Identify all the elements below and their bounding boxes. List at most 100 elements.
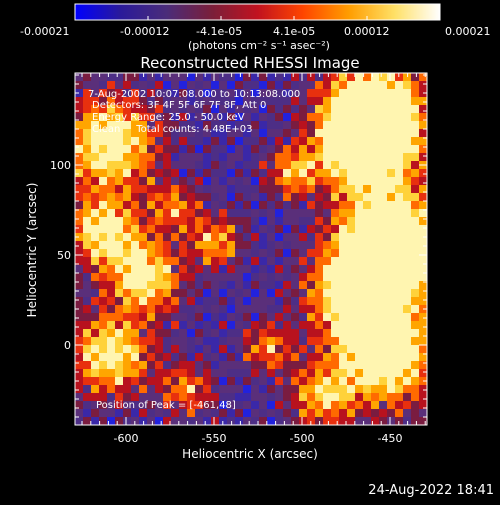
- heatmap-pixel: [99, 193, 107, 201]
- heatmap-pixel: [227, 97, 235, 105]
- heatmap-pixel: [363, 161, 371, 169]
- heatmap-pixel: [379, 129, 387, 137]
- heatmap-pixel: [99, 401, 107, 409]
- heatmap-pixel: [315, 217, 323, 225]
- heatmap-pixel: [219, 241, 227, 249]
- heatmap-pixel: [83, 89, 91, 97]
- heatmap-pixel: [203, 297, 211, 305]
- heatmap-pixel: [403, 273, 411, 281]
- heatmap-pixel: [179, 273, 187, 281]
- heatmap-pixel: [259, 145, 267, 153]
- heatmap-pixel: [315, 249, 323, 257]
- heatmap-pixel: [395, 409, 403, 417]
- heatmap-pixel: [403, 145, 411, 153]
- heatmap-pixel: [163, 217, 171, 225]
- heatmap-pixel: [139, 225, 147, 233]
- heatmap-pixel: [203, 257, 211, 265]
- heatmap-pixel: [235, 289, 243, 297]
- heatmap-pixel: [107, 361, 115, 369]
- detectors-note: Detectors: 3F 4F 5F 6F 7F 8F, Att 0: [92, 100, 266, 111]
- heatmap-pixel: [323, 249, 331, 257]
- heatmap-pixel: [299, 257, 307, 265]
- heatmap-pixel: [163, 145, 171, 153]
- heatmap-pixel: [371, 345, 379, 353]
- heatmap-pixel: [115, 385, 123, 393]
- heatmap-pixel: [323, 81, 331, 89]
- heatmap-pixel: [411, 297, 419, 305]
- heatmap-pixel: [267, 161, 275, 169]
- heatmap-pixel: [75, 249, 83, 257]
- heatmap-pixel: [187, 73, 195, 81]
- heatmap-pixel: [291, 249, 299, 257]
- heatmap-pixel: [403, 329, 411, 337]
- heatmap-pixel: [315, 321, 323, 329]
- heatmap-pixel: [355, 289, 363, 297]
- heatmap-pixel: [187, 401, 195, 409]
- heatmap-pixel: [195, 201, 203, 209]
- heatmap-pixel: [171, 89, 179, 97]
- heatmap-pixel: [307, 393, 315, 401]
- heatmap-pixel: [315, 257, 323, 265]
- heatmap-pixel: [403, 113, 411, 121]
- heatmap-pixel: [179, 305, 187, 313]
- heatmap-pixel: [179, 209, 187, 217]
- heatmap-pixel: [131, 337, 139, 345]
- heatmap-pixel: [219, 329, 227, 337]
- heatmap-pixel: [99, 417, 107, 425]
- heatmap-pixel: [163, 121, 171, 129]
- heatmap-pixel: [371, 361, 379, 369]
- heatmap-pixel: [251, 361, 259, 369]
- heatmap-pixel: [371, 233, 379, 241]
- heatmap-pixel: [147, 249, 155, 257]
- heatmap-pixel: [291, 337, 299, 345]
- heatmap-pixel: [131, 145, 139, 153]
- heatmap-pixel: [243, 241, 251, 249]
- heatmap-pixel: [331, 273, 339, 281]
- heatmap-pixel: [107, 121, 115, 129]
- heatmap-pixel: [139, 289, 147, 297]
- heatmap-pixel: [347, 297, 355, 305]
- heatmap-pixel: [411, 289, 419, 297]
- heatmap-pixel: [371, 89, 379, 97]
- heatmap-pixel: [299, 417, 307, 425]
- heatmap-pixel: [251, 241, 259, 249]
- heatmap-pixel: [123, 97, 131, 105]
- heatmap-pixel: [259, 89, 267, 97]
- heatmap-pixel: [331, 297, 339, 305]
- heatmap-pixel: [315, 113, 323, 121]
- heatmap-pixel: [419, 217, 427, 225]
- heatmap-pixel: [203, 249, 211, 257]
- heatmap-pixel: [275, 393, 283, 401]
- heatmap-pixel: [115, 401, 123, 409]
- heatmap-pixel: [195, 161, 203, 169]
- heatmap-pixel: [131, 297, 139, 305]
- heatmap-pixel: [347, 289, 355, 297]
- heatmap-pixel: [299, 89, 307, 97]
- heatmap-pixel: [371, 393, 379, 401]
- heatmap-pixel: [283, 113, 291, 121]
- heatmap-pixel: [387, 249, 395, 257]
- heatmap-pixel: [227, 185, 235, 193]
- heatmap-pixel: [179, 81, 187, 89]
- heatmap-pixel: [419, 313, 427, 321]
- heatmap-pixel: [355, 89, 363, 97]
- heatmap-pixel: [379, 409, 387, 417]
- heatmap-pixel: [219, 129, 227, 137]
- heatmap-pixel: [131, 305, 139, 313]
- heatmap-pixel: [339, 201, 347, 209]
- heatmap-pixel: [211, 329, 219, 337]
- heatmap-pixel: [355, 129, 363, 137]
- heatmap-pixel: [275, 417, 283, 425]
- heatmap-pixel: [251, 217, 259, 225]
- heatmap-pixel: [355, 121, 363, 129]
- heatmap-pixel: [387, 345, 395, 353]
- heatmap-pixel: [235, 113, 243, 121]
- heatmap-pixel: [355, 281, 363, 289]
- heatmap-pixel: [75, 153, 83, 161]
- heatmap-pixel: [147, 233, 155, 241]
- heatmap-pixel: [115, 105, 123, 113]
- heatmap-pixel: [315, 201, 323, 209]
- heatmap-pixel: [163, 401, 171, 409]
- heatmap-pixel: [403, 409, 411, 417]
- heatmap-pixel: [235, 337, 243, 345]
